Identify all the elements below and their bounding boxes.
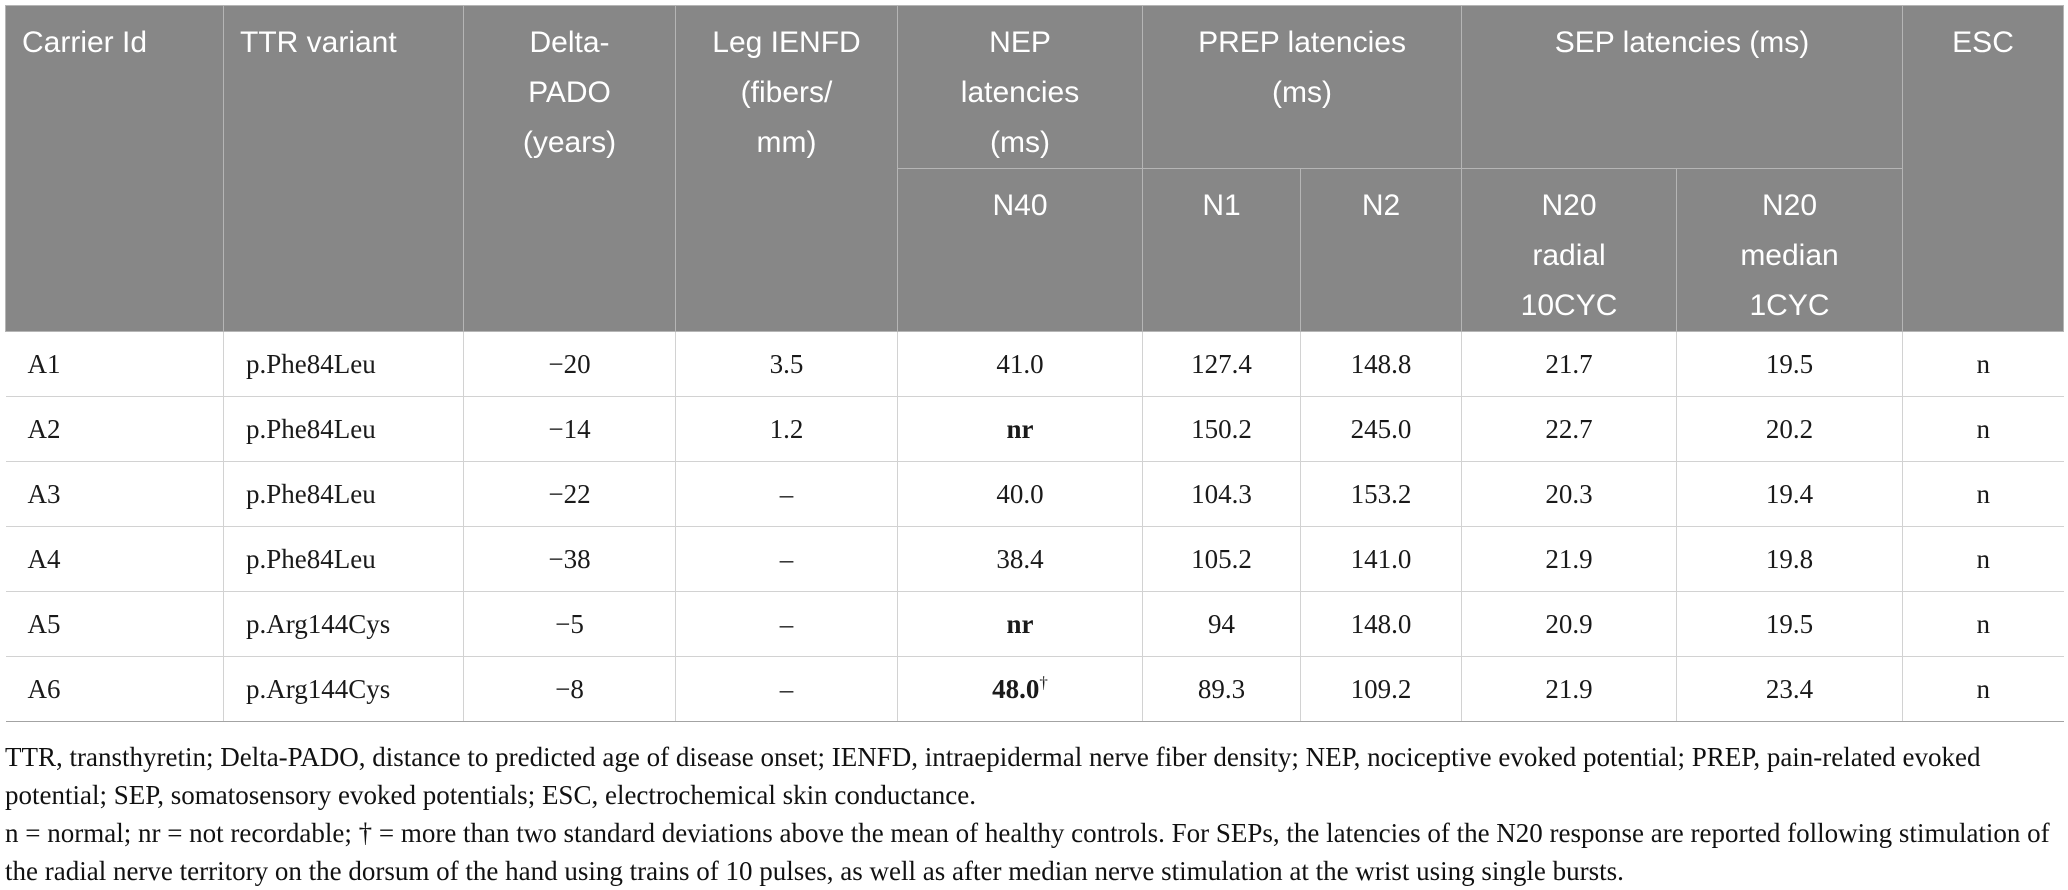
cell-prep-n2: 109.2 [1299, 656, 1463, 722]
cell-ttr-variant: p.Phe84Leu [223, 396, 464, 462]
cell-sep-n20-radial-10cyc: 21.9 [1461, 656, 1678, 722]
cell-nep-n40: 41.0 [897, 331, 1143, 397]
cell-prep-n2: 141.0 [1299, 526, 1463, 592]
table-row: A1 p.Phe84Leu −20 3.5 41.0 127.4 148.8 21.7 19.5… [5, 331, 2064, 397]
cell-ttr-variant: p.Phe84Leu [223, 331, 464, 397]
cell-sep-n20-median-1cyc: 19.4 [1676, 461, 1904, 527]
cell-prep-n1: 150.2 [1142, 396, 1301, 462]
cell-prep-n2: 148.8 [1299, 331, 1463, 397]
cell-nep-n40: 40.0 [897, 461, 1143, 527]
cell-sep-n20-radial-10cyc: 21.9 [1461, 526, 1678, 592]
cell-carrier-id: A5 [5, 591, 224, 657]
cell-sep-n20-radial-10cyc: 20.3 [1461, 461, 1678, 527]
cell-leg-ienfd: – [675, 656, 898, 722]
cell-esc: n [1902, 591, 2064, 657]
cell-prep-n2: 153.2 [1299, 461, 1463, 527]
col-header-leg-ienfd: Leg IENFD (fibers/ mm) [675, 5, 898, 332]
col-header-delta-pado: Delta- PADO (years) [463, 5, 676, 332]
footnote-abbreviations: TTR, transthyretin; Delta-PADO, distance… [5, 742, 1981, 810]
col-header-prep-latencies: PREP latencies (ms) [1141, 5, 1463, 169]
cell-prep-n1: 105.2 [1142, 526, 1301, 592]
subcol-header-n2: N2 [1299, 168, 1463, 332]
cell-nep-n40: 48.0† [897, 656, 1143, 722]
cell-esc: n [1902, 331, 2064, 397]
table-row: A6 p.Arg144Cys −8–48.0† 89.3 109.2 21.9 23.4 n [5, 656, 2064, 722]
cell-delta-pado: −20 [463, 331, 676, 397]
cell-sep-n20-median-1cyc: 19.8 [1676, 526, 1904, 592]
cell-nep-n40: 38.4 [897, 526, 1143, 592]
table-body: A1 p.Phe84Leu −20 3.5 41.0 127.4 148.8 21.7 19.5… [5, 331, 2064, 722]
cell-ttr-variant: p.Phe84Leu [223, 461, 464, 527]
table-row: A3 p.Phe84Leu −22–40.0 104.3 153.2 20.3 19.4 n [5, 461, 2064, 527]
col-header-esc: ESC [1902, 5, 2065, 332]
cell-leg-ienfd: – [675, 526, 898, 592]
cell-prep-n2: 245.0 [1299, 396, 1463, 462]
cell-ttr-variant: p.Phe84Leu [223, 526, 464, 592]
cell-prep-n1: 104.3 [1142, 461, 1301, 527]
cell-esc: n [1902, 396, 2064, 462]
cell-delta-pado: −5 [463, 591, 676, 657]
carrier-latencies-table: Carrier Id TTR variant Delta- PADO (year… [5, 5, 2065, 722]
cell-ttr-variant: p.Arg144Cys [223, 656, 464, 722]
cell-sep-n20-radial-10cyc: 21.7 [1461, 331, 1678, 397]
cell-esc: n [1902, 526, 2064, 592]
subcol-header-n1: N1 [1142, 168, 1301, 332]
cell-prep-n2: 148.0 [1299, 591, 1463, 657]
col-header-sep-latencies: SEP latencies (ms) [1461, 5, 1904, 169]
cell-sep-n20-median-1cyc: 19.5 [1676, 331, 1904, 397]
table-row: A4 p.Phe84Leu −38–38.4 105.2 141.0 21.9 19.8 n [5, 526, 2064, 592]
cell-prep-n1: 89.3 [1142, 656, 1301, 722]
cell-delta-pado: −22 [463, 461, 676, 527]
cell-carrier-id: A3 [5, 461, 224, 527]
cell-nep-n40: nr [897, 591, 1143, 657]
cell-sep-n20-radial-10cyc: 20.9 [1461, 591, 1678, 657]
header-row-1: Carrier Id TTR variant Delta- PADO (year… [5, 5, 2065, 332]
subcol-header-n20-median-1cyc: N20 median 1CYC [1676, 168, 1904, 332]
cell-esc: n [1902, 461, 2064, 527]
cell-nep-n40: nr [897, 396, 1143, 462]
table-row: A2 p.Phe84Leu −14 1.2 nr 150.2 245.0 22.7 20.2 n [5, 396, 2064, 462]
header-row-2: N40 N1 N2 N20 radial 10CYC N20 median 1C… [6, 168, 2064, 332]
col-header-nep-latencies: NEP latencies (ms) [897, 5, 1143, 169]
subcol-header-n40: N40 [897, 168, 1143, 332]
cell-ttr-variant: p.Arg144Cys [223, 591, 464, 657]
cell-leg-ienfd: 1.2 [675, 396, 898, 462]
cell-sep-n20-median-1cyc: 23.4 [1676, 656, 1904, 722]
cell-sep-n20-median-1cyc: 19.5 [1676, 591, 1904, 657]
col-header-ttr-variant: TTR variant [223, 5, 464, 332]
table-row: A5 p.Arg144Cys −5– nr 94 148.0 20.9 19.5 n [5, 591, 2064, 657]
footnote-notes: n = normal; nr = not recordable; † = mor… [5, 818, 2050, 886]
cell-prep-n1: 127.4 [1142, 331, 1301, 397]
subcol-header-n20-radial-10cyc: N20 radial 10CYC [1461, 168, 1678, 332]
table-footnotes: TTR, transthyretin; Delta-PADO, distance… [5, 738, 2063, 890]
cell-carrier-id: A1 [5, 331, 224, 397]
cell-sep-n20-radial-10cyc: 22.7 [1461, 396, 1678, 462]
cell-delta-pado: −8 [463, 656, 676, 722]
cell-delta-pado: −38 [463, 526, 676, 592]
table-header: Carrier Id TTR variant Delta- PADO (year… [5, 5, 2065, 332]
cell-carrier-id: A4 [5, 526, 224, 592]
cell-leg-ienfd: 3.5 [675, 331, 898, 397]
cell-sep-n20-median-1cyc: 20.2 [1676, 396, 1904, 462]
cell-prep-n1: 94 [1142, 591, 1301, 657]
cell-esc: n [1902, 656, 2064, 722]
col-header-carrier-id: Carrier Id [5, 5, 224, 332]
cell-delta-pado: −14 [463, 396, 676, 462]
cell-leg-ienfd: – [675, 591, 898, 657]
cell-leg-ienfd: – [675, 461, 898, 527]
cell-carrier-id: A6 [5, 656, 224, 722]
cell-carrier-id: A2 [5, 396, 224, 462]
